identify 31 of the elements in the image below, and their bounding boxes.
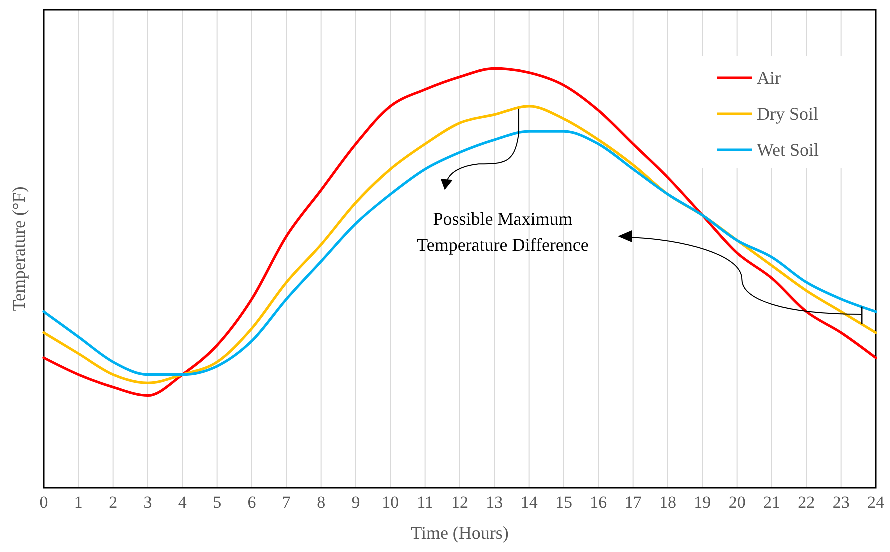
x-tick-label: 7 [282, 493, 292, 512]
x-axis-title: Time (Hours) [411, 523, 509, 543]
legend-label: Wet Soil [757, 140, 820, 160]
x-tick-label: 9 [352, 493, 360, 512]
x-tick-label: 14 [520, 493, 538, 512]
legend-label: Air [757, 68, 781, 88]
x-tick-label: 4 [178, 493, 188, 512]
x-tick-label: 11 [417, 493, 434, 512]
x-tick-label: 15 [556, 493, 572, 512]
x-tick-label: 2 [109, 493, 118, 512]
x-tick-label: 3 [144, 493, 152, 512]
x-tick-label: 1 [74, 493, 83, 512]
x-tick-label: 8 [317, 493, 326, 512]
x-tick-label: 17 [624, 493, 642, 512]
y-axis-title: Temperature (°F) [9, 186, 29, 312]
x-tick-label: 13 [486, 493, 504, 512]
legend-label: Dry Soil [757, 104, 819, 124]
x-tick-label: 20 [728, 493, 746, 512]
x-tick-label: 18 [660, 493, 676, 512]
x-tick-label: 10 [382, 493, 400, 512]
x-tick-label: 5 [213, 493, 222, 512]
x-tick-label: 24 [868, 493, 885, 512]
x-tick-label: 22 [798, 493, 816, 512]
x-tick-label: 6 [248, 493, 256, 512]
x-tick-label: 0 [40, 493, 48, 512]
x-tick-label: 12 [452, 493, 468, 512]
x-tick-label: 16 [590, 493, 608, 512]
x-tick-label: 19 [694, 493, 712, 512]
x-tick-label: 21 [764, 493, 780, 512]
annotation: Possible Maximum Temperature Difference [417, 209, 589, 255]
x-tick-label: 23 [832, 493, 850, 512]
